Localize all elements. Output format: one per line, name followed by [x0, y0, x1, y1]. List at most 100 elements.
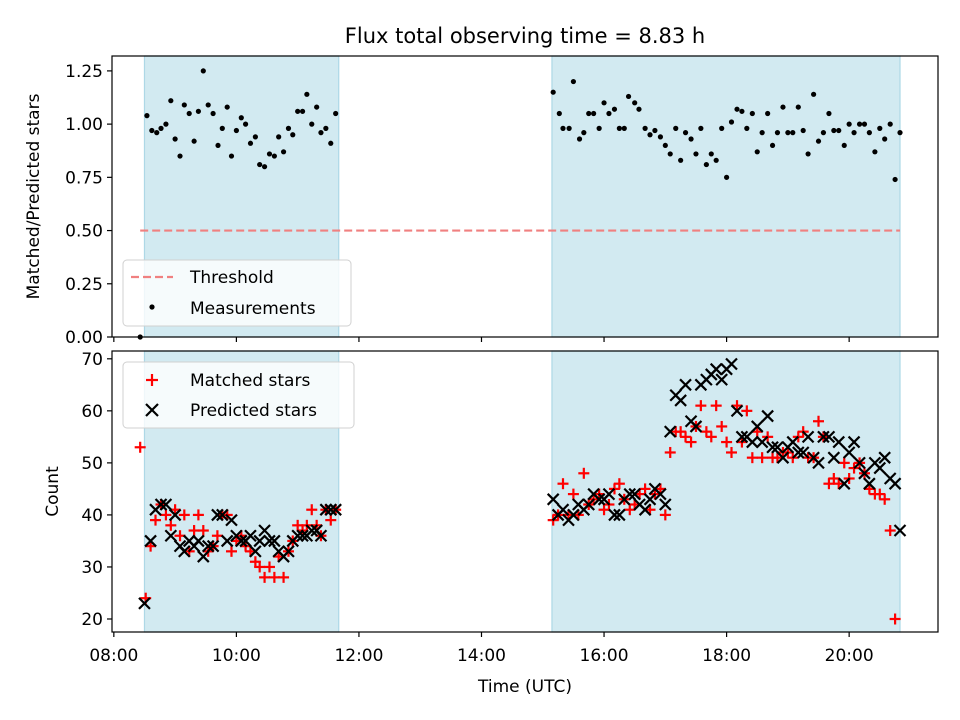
- measurement-point: [238, 115, 244, 121]
- predicted-stars-point: [863, 477, 876, 490]
- predicted-stars-point: [168, 508, 182, 522]
- measurement-point: [149, 127, 155, 134]
- legend-measurements-label: Measurements: [190, 299, 316, 319]
- x-tick-label: 18:00: [702, 646, 751, 666]
- y-tick-label: 20: [81, 610, 103, 630]
- predicted-stars-point: [643, 493, 657, 506]
- measurement-point: [785, 130, 791, 136]
- matched-stars-point: [254, 561, 266, 573]
- measurement-point: [774, 130, 781, 136]
- measurement-point: [560, 125, 566, 131]
- x-tick-label: 12:00: [334, 646, 383, 666]
- measurement-point: [261, 164, 268, 170]
- measurement-point: [673, 125, 679, 131]
- predicted-stars-point: [602, 487, 616, 501]
- predicted-stars-point: [878, 451, 891, 464]
- measurement-point: [667, 151, 673, 157]
- x-tick-label: 08:00: [89, 646, 138, 666]
- predicted-stars-point: [888, 477, 902, 490]
- measurement-point: [877, 125, 883, 131]
- predicted-stars-point: [324, 503, 338, 516]
- measurement-point: [309, 121, 315, 127]
- x-tick-label: 14:00: [457, 646, 506, 666]
- matched-stars-point: [259, 571, 271, 583]
- measurement-point: [195, 108, 201, 114]
- legend-predicted-swatch: [145, 403, 159, 417]
- matched-stars-point: [828, 472, 840, 484]
- measurement-point: [290, 132, 296, 138]
- observing-interval-shade: [551, 350, 901, 633]
- measurement-point: [882, 136, 888, 142]
- y-tick-label: 0.50: [65, 222, 103, 242]
- measurement-point: [708, 151, 714, 157]
- y-tick-label: 30: [81, 558, 103, 578]
- predicted-stars-point: [735, 430, 749, 444]
- measurement-point: [266, 151, 273, 157]
- measurement-point: [811, 91, 817, 97]
- predicted-stars-point: [853, 456, 866, 470]
- matched-stars-point: [700, 426, 712, 438]
- measurement-point: [304, 91, 310, 97]
- predicted-stars-point: [216, 508, 229, 522]
- measurement-point: [831, 127, 837, 134]
- matched-stars-point: [823, 478, 835, 490]
- predicted-stars-point: [766, 440, 779, 454]
- matched-stars-point: [685, 436, 697, 448]
- predicted-stars-point: [817, 430, 830, 444]
- top-panel-frame: [111, 55, 939, 338]
- predicted-stars-point: [206, 539, 220, 553]
- matched-stars-point: [741, 405, 753, 417]
- measurement-point: [323, 125, 329, 131]
- matched-stars-point: [838, 457, 850, 469]
- measurement-point: [636, 106, 642, 112]
- predicted-stars-point: [567, 508, 580, 522]
- measurement-point: [897, 130, 903, 136]
- measurement-point: [866, 130, 872, 136]
- predicted-stars-point: [582, 498, 596, 511]
- measurement-point: [693, 151, 699, 157]
- matched-stars-point: [874, 488, 886, 500]
- measurement-point: [892, 176, 898, 183]
- measurement-point: [566, 125, 572, 131]
- matched-stars-point: [268, 571, 280, 583]
- predicted-stars-point: [164, 529, 178, 543]
- measurement-point: [596, 125, 602, 131]
- measurement-point: [581, 130, 587, 136]
- y-tick-label: 40: [81, 506, 103, 526]
- matched-stars-point: [716, 420, 728, 432]
- matched-stars-point: [889, 613, 901, 625]
- matched-stars-point: [225, 545, 237, 557]
- legend-predicted-label: Predicted stars: [190, 401, 317, 421]
- measurement-point: [154, 130, 160, 136]
- matched-stars-point: [884, 525, 896, 537]
- predicted-stars-point: [305, 524, 319, 537]
- measurement-point: [177, 153, 183, 159]
- measurement-point: [795, 104, 801, 110]
- predicted-stars-point: [296, 529, 309, 543]
- measurement-point: [228, 153, 235, 159]
- predicted-stars-point: [201, 539, 215, 553]
- measurement-point: [224, 104, 230, 110]
- measurement-point: [205, 102, 211, 108]
- measurement-point: [836, 127, 842, 134]
- predicted-stars-point: [314, 529, 328, 543]
- measurement-point: [586, 110, 592, 117]
- top-legend: Threshold Measurements: [122, 259, 352, 327]
- y-tick-label: 50: [81, 454, 103, 474]
- measurement-point: [682, 130, 689, 136]
- measurement-point: [333, 110, 339, 117]
- bottom-panel-counts: 20 30 40 50 60 70 08:00 10:00 12:00 14:00 16:00 18…: [43, 350, 939, 697]
- measurement-point: [846, 121, 852, 127]
- y-tick-label: 1.25: [65, 62, 103, 82]
- bottom-y-axis-label: Count: [43, 466, 63, 517]
- y-tick-label: 0.25: [65, 275, 103, 295]
- measurement-point: [318, 130, 324, 136]
- measurement-point: [769, 142, 776, 149]
- predicted-stars-point: [638, 503, 652, 516]
- matched-stars-point: [613, 478, 625, 490]
- measurement-point: [314, 104, 320, 110]
- measurement-point: [233, 127, 239, 134]
- measurement-point: [601, 100, 607, 106]
- predicted-stars-point: [329, 503, 342, 516]
- predicted-stars-point: [832, 435, 846, 449]
